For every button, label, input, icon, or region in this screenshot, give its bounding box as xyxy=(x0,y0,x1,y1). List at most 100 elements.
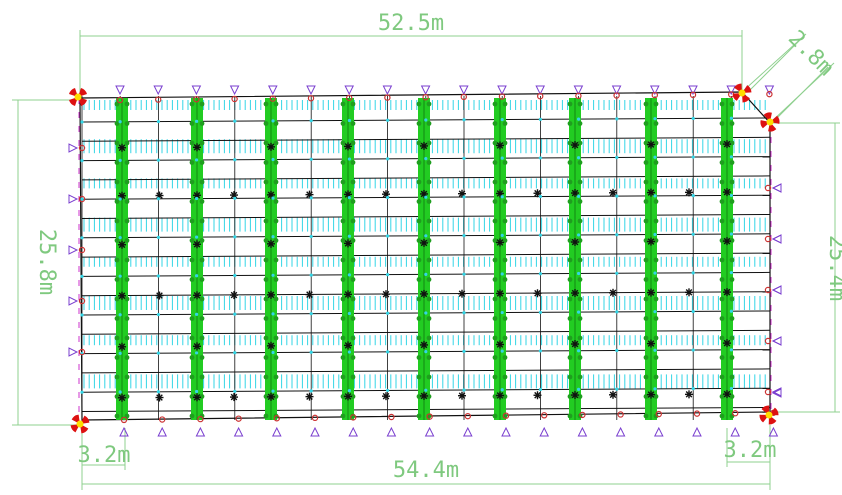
beam-stud xyxy=(199,335,205,341)
beam-stud xyxy=(340,140,346,146)
cell-dot xyxy=(577,156,581,160)
cell-dot xyxy=(271,350,275,355)
beam-stud xyxy=(263,374,269,380)
asterisk-stroke xyxy=(267,143,275,151)
beam-stud xyxy=(577,140,583,146)
beam-stud xyxy=(114,179,120,185)
asterisk-stroke xyxy=(571,141,579,149)
asterisk-node-icon xyxy=(193,291,201,300)
beam-stud xyxy=(273,277,279,282)
cell-dot xyxy=(233,119,237,123)
beam-stud xyxy=(114,238,120,243)
cell-dot xyxy=(156,312,160,317)
asterisk-node-icon xyxy=(571,189,579,198)
cell-dot xyxy=(500,272,504,276)
cell-dot xyxy=(424,234,428,238)
asterisk-stroke xyxy=(609,189,617,197)
beam-stud xyxy=(492,277,498,282)
cell-dot xyxy=(577,233,581,237)
beam-stud xyxy=(653,374,659,380)
cell-dot xyxy=(615,155,619,160)
asterisk-node-icon xyxy=(118,291,126,300)
triangle-support-icon xyxy=(462,426,473,437)
beam-stud xyxy=(416,179,422,185)
beam-stud xyxy=(350,257,356,263)
cell-dot xyxy=(691,387,695,391)
beam-stud xyxy=(416,101,422,107)
beam-stud xyxy=(416,335,422,341)
triangle-support-icon xyxy=(68,245,79,255)
asterisk-stroke xyxy=(647,289,655,296)
beam-stud xyxy=(643,160,649,165)
beam-stud xyxy=(114,257,120,263)
circle-node-icon xyxy=(764,235,772,243)
asterisk-node-icon xyxy=(609,288,617,297)
cell-dot xyxy=(195,389,199,394)
asterisk-node-icon xyxy=(458,391,466,400)
cell-dot xyxy=(80,390,84,394)
cell-dot xyxy=(729,116,734,120)
cell-dot xyxy=(347,118,351,123)
asterisk-node-icon xyxy=(496,141,504,150)
beam-stud xyxy=(729,121,735,126)
asterisk-stroke xyxy=(267,393,275,401)
beam-stud xyxy=(492,296,498,302)
beam-stud xyxy=(719,101,725,107)
triangle-support-icon xyxy=(539,426,550,437)
beam-stud xyxy=(340,394,346,399)
cell-dot xyxy=(233,273,237,278)
beam-stud xyxy=(114,101,120,107)
cell-dot xyxy=(271,389,275,393)
triangle-support-icon xyxy=(771,336,782,346)
beam-stud xyxy=(729,218,735,224)
beam-stud xyxy=(502,199,508,204)
corner-anchor-icon xyxy=(732,83,752,103)
beam-stud xyxy=(643,355,649,360)
beam-stud xyxy=(114,277,120,282)
cell-dot xyxy=(691,271,695,275)
beam-stud xyxy=(567,199,573,204)
asterisk-node-icon xyxy=(571,340,579,349)
asterisk-stroke xyxy=(156,394,163,401)
triangle-support-icon xyxy=(573,85,584,96)
asterisk-stroke xyxy=(193,191,201,199)
cell-dot xyxy=(729,193,734,198)
cell-dot xyxy=(538,117,543,121)
asterisk-stroke xyxy=(458,190,466,198)
beam-stud xyxy=(643,257,649,263)
asterisk-node-icon xyxy=(193,143,201,152)
beam-stud xyxy=(189,296,195,302)
circle-node-icon xyxy=(689,91,697,99)
beam-stud xyxy=(263,121,269,126)
beam-stud xyxy=(114,140,120,146)
triangle-support-icon xyxy=(771,285,782,295)
beam-stud xyxy=(643,296,649,302)
cell-dot xyxy=(729,348,734,352)
beam-stud xyxy=(719,179,725,185)
asterisk-stroke xyxy=(723,390,731,398)
cell-dot xyxy=(233,235,237,239)
beam-stud xyxy=(199,257,205,263)
beam-stud xyxy=(719,257,725,263)
beam-stud xyxy=(273,355,279,360)
triangle-support-icon xyxy=(771,387,782,397)
circle-node-icon xyxy=(460,93,467,101)
asterisk-stroke xyxy=(344,191,352,198)
beam-stud xyxy=(273,374,279,380)
cell-dot xyxy=(615,348,619,353)
cell-dot xyxy=(462,272,466,276)
beam-stud xyxy=(567,218,573,224)
circle-node-icon xyxy=(78,144,86,152)
beam-stud xyxy=(492,355,498,360)
beam-stud xyxy=(567,160,573,165)
triangle-support-icon xyxy=(615,426,626,437)
beam-stud xyxy=(263,394,269,399)
beam-stud xyxy=(653,257,659,263)
beam-stud xyxy=(719,335,725,341)
beam-stud xyxy=(426,277,432,282)
cell-dot xyxy=(653,348,657,352)
asterisk-stroke xyxy=(571,340,579,348)
beam-stud xyxy=(492,160,498,165)
triangle-support-icon xyxy=(649,85,660,96)
beam-stud xyxy=(340,374,346,380)
